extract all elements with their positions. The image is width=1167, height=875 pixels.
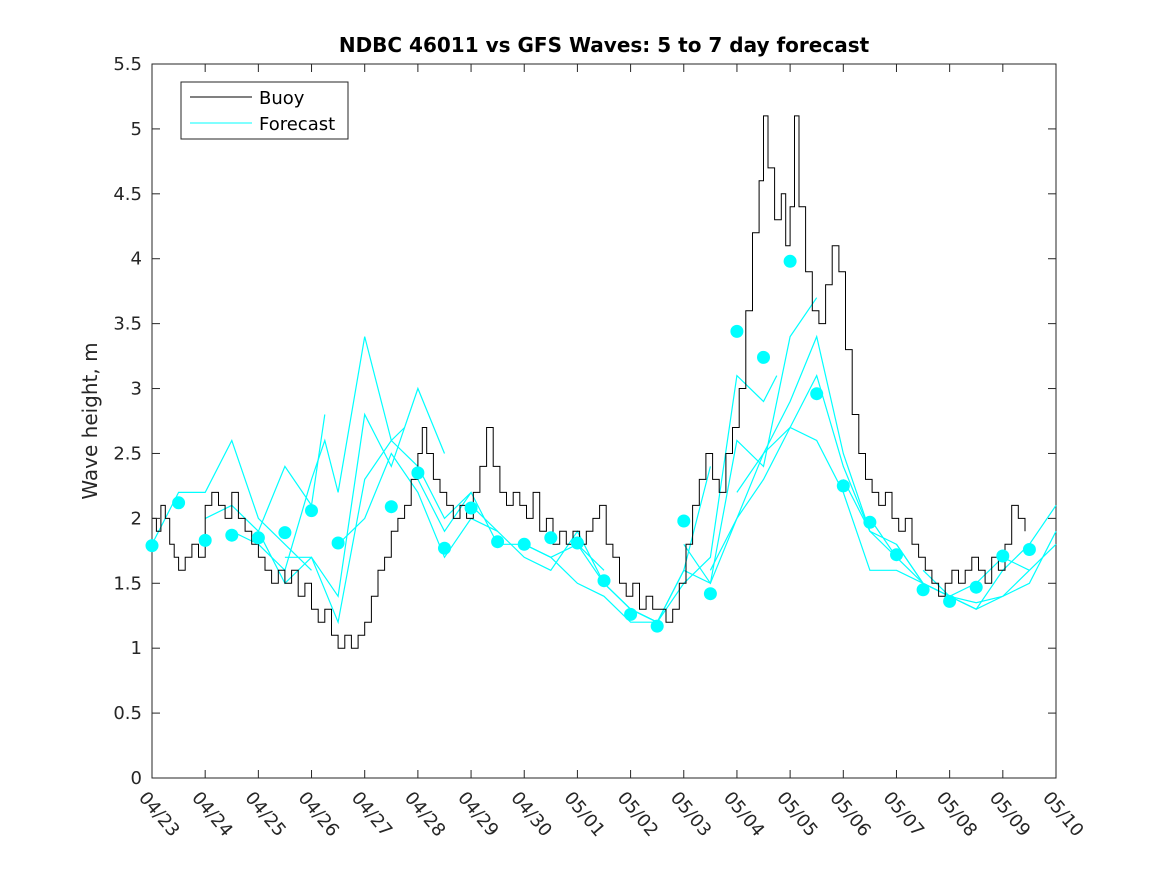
forecast-dot-33: [1022, 543, 1036, 556]
y-tick-label: 2: [131, 508, 142, 529]
x-tick-label: 04/30: [506, 788, 555, 841]
x-tick-labels: 04/23 04/24 04/25 04/26 04/27 04/28 04/29 04/30…: [134, 788, 1087, 841]
y-tick-label: 0: [131, 768, 142, 789]
x-tick-label: 05/08: [932, 788, 981, 841]
tick-layer: [151, 63, 1057, 779]
forecast-run-line-2: [204, 414, 326, 533]
x-tick-label: 05/04: [719, 788, 768, 841]
forecast-dot-18: [624, 607, 638, 621]
forecast-run-line-14: [736, 426, 924, 584]
y-axis-label: Wave height, m: [78, 342, 102, 499]
forecast-dot-5: [251, 531, 265, 545]
forecast-dot-layer: [145, 254, 1036, 633]
forecast-dot-32: [996, 549, 1010, 563]
x-tick-label: 04/27: [347, 788, 396, 841]
x-tick-label: 04/23: [134, 788, 183, 841]
y-tick-label: 2.5: [113, 443, 142, 464]
forecast-dot-3: [198, 533, 212, 547]
forecast-dot-21: [703, 587, 717, 601]
x-tick-label: 05/09: [985, 788, 1034, 841]
forecast-run-line-4: [257, 386, 446, 598]
forecast-dot-10: [411, 466, 425, 480]
forecast-run-line-12: [683, 334, 871, 585]
forecast-dot-31: [969, 580, 983, 594]
x-tick-label: 05/03: [666, 788, 715, 841]
y-tick-label: 0.5: [113, 703, 142, 724]
y-tick-label: 5.5: [113, 54, 142, 75]
y-tick-label: 3.5: [113, 314, 142, 335]
x-tick-label: 04/28: [400, 788, 449, 841]
forecast-dot-4: [225, 528, 239, 542]
forecast-dot-27: [863, 515, 877, 529]
x-tick-label: 05/06: [825, 788, 874, 841]
forecast-dot-16: [570, 536, 584, 550]
forecast-dot-29: [916, 583, 930, 597]
y-tick-label: 1.5: [113, 573, 142, 594]
x-tick-label: 04/25: [241, 788, 290, 841]
forecast-dot-13: [491, 535, 505, 549]
legend-buoy-label: Buoy: [259, 88, 305, 109]
forecast-dot-25: [810, 387, 824, 401]
forecast-run-line-11: [630, 297, 818, 623]
forecast-dot-22: [730, 324, 744, 338]
x-tick-label: 05/01: [560, 788, 609, 841]
forecast-dot-20: [677, 514, 691, 528]
forecast-dot-28: [890, 548, 903, 562]
forecast-dot-9: [384, 500, 398, 514]
x-tick-label: 05/05: [772, 788, 821, 841]
forecast-dot-7: [305, 504, 318, 518]
forecast-run-line-1: [151, 438, 312, 571]
forecast-run-line-5: [284, 439, 472, 625]
x-tick-label: 05/02: [613, 788, 662, 841]
forecast-dot-30: [943, 594, 957, 608]
forecast-dot-14: [517, 537, 531, 551]
forecast-dot-2: [172, 496, 186, 510]
forecast-dot-15: [544, 531, 558, 545]
chart-title: NDBC 46011 vs GFS Waves: 5 to 7 day fore…: [339, 33, 870, 57]
forecast-run-line-3: [231, 336, 406, 572]
forecast-dot-19: [650, 619, 664, 633]
y-tick-label: 5: [131, 119, 142, 140]
buoy-line: [152, 115, 1026, 649]
x-tick-label: 04/24: [187, 788, 236, 841]
forecast-dot-12: [464, 501, 478, 515]
forecast-dot-17: [597, 574, 611, 588]
legend-forecast-label: Forecast: [259, 114, 335, 135]
forecast-dot-1: [145, 539, 159, 553]
y-tick-label: 4: [131, 249, 142, 270]
legend: Buoy Forecast: [180, 81, 349, 140]
y-tick-label: 4.5: [113, 184, 142, 205]
x-tick-label: 04/26: [294, 788, 343, 841]
legend-box: [180, 81, 349, 140]
x-tick-label: 04/29: [453, 788, 502, 841]
x-tick-label: 05/07: [879, 788, 928, 841]
forecast-dot-11: [438, 541, 451, 555]
y-tick-label: 3: [131, 379, 142, 400]
forecast-dot-6: [278, 526, 292, 540]
y-tick-label: 1: [131, 638, 142, 659]
plot-area: [151, 63, 1057, 779]
forecast-dot-23: [757, 350, 770, 364]
x-tick-label: 05/10: [1038, 788, 1087, 841]
forecast-dot-24: [783, 254, 797, 268]
y-tick-labels: 0 0.5 1 1.5 2 2.5 3 3.5 4 4.5 5 5.5: [113, 54, 142, 789]
forecast-dot-26: [836, 479, 850, 493]
forecast-dot-8: [331, 536, 345, 550]
